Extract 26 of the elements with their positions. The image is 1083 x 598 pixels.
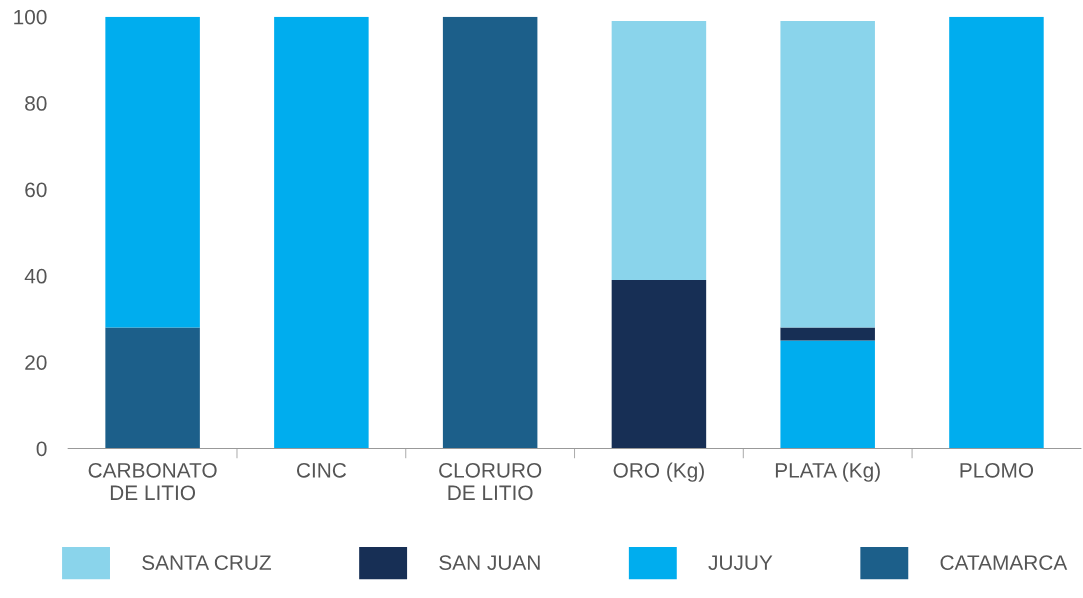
y-tick-label: 100 [14, 9, 47, 25]
x-tick-label: PLATA (Kg) [775, 462, 880, 482]
x-tick-label: ORO (Kg) [613, 462, 704, 482]
bar [105, 16, 200, 328]
bar [105, 327, 200, 449]
y-tick-label: 20 [25, 355, 47, 370]
y-tick-label: 80 [25, 96, 47, 111]
x-tick-label: CINC [296, 462, 347, 478]
x-tick-label: CARBONATO DE LITIO [88, 462, 217, 501]
x-tick-label: PLOMO [960, 462, 1034, 478]
y-tick-label: 60 [25, 182, 47, 198]
legend-label: JUJUY [708, 555, 773, 570]
bar [611, 280, 707, 449]
bar [780, 21, 875, 328]
bar [949, 16, 1044, 449]
legend-label: SAN JUAN [439, 555, 540, 570]
bar [780, 340, 875, 449]
bar [442, 16, 538, 449]
bar [274, 16, 369, 449]
legend-label: CATAMARCA [940, 555, 1068, 570]
bar [611, 21, 707, 281]
bar [780, 327, 875, 341]
legend-label: SANTA CRUZ [142, 555, 272, 570]
y-tick-label: 40 [24, 268, 47, 284]
x-tick-label: CLORURO DE LITIO [439, 462, 542, 501]
y-tick-label: 0 [36, 441, 47, 457]
